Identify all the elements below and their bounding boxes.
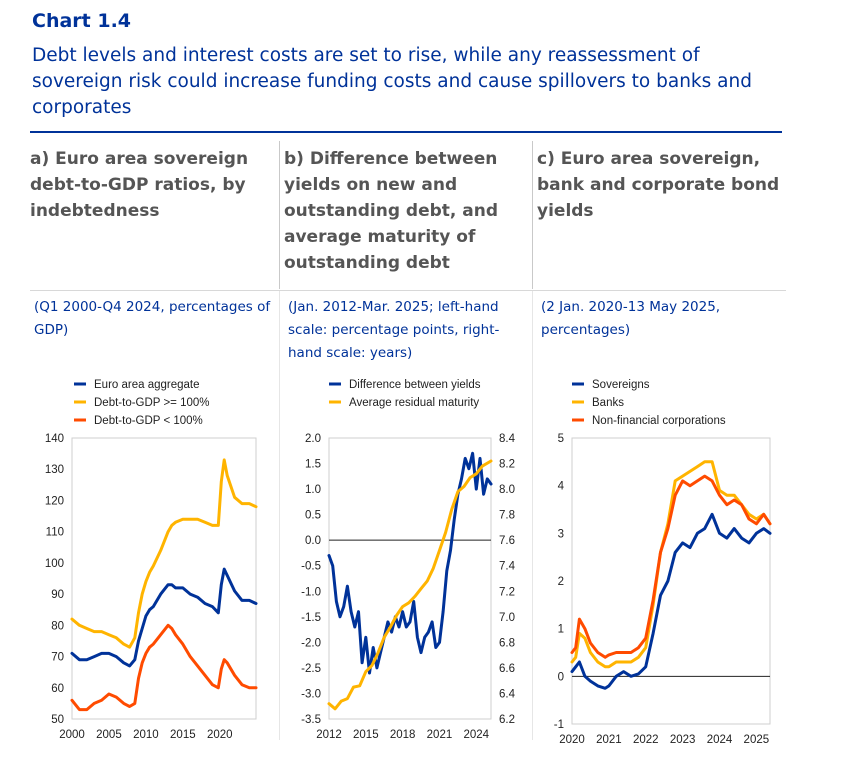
y-tick-label: 1.5	[305, 459, 321, 471]
y-tick-label: -2.0	[301, 637, 321, 649]
plot-frame	[571, 437, 771, 725]
legend-item: Debt-to-GDP >= 100%	[94, 397, 210, 409]
legend-item: Non-financial corporations	[592, 415, 726, 427]
y-tick-label: 80	[51, 620, 64, 632]
y-tick-label: 2.0	[305, 433, 321, 445]
x-tick-label: 2010	[133, 729, 159, 741]
series-line	[70, 623, 258, 712]
y2-tick-label: 6.4	[499, 688, 516, 700]
y-tick-label: 2	[558, 576, 564, 588]
x-tick-label: 2020	[207, 729, 233, 741]
y2-tick-label: 7.0	[499, 612, 515, 624]
y-tick-label: 0.0	[305, 535, 321, 547]
chart-b: -3.5 -3.0 -2.5 -2.0 -1.5 -1.0 -0.5 0.0 0.5 1.0 1.5…	[301, 379, 516, 741]
y-tick-label: 100	[45, 558, 64, 570]
y-tick-label: -3.0	[301, 688, 321, 700]
y-tick-label: 0	[558, 671, 564, 683]
y-tick-label: 90	[51, 589, 64, 601]
x-tick-label: 2018	[390, 729, 416, 741]
chart-headline: Debt levels and interest costs are set t…	[32, 45, 752, 118]
x-tick-label: 2020	[559, 734, 585, 746]
panel-b-title: b) Difference between yields on new and …	[284, 149, 499, 273]
panel-divider	[279, 290, 280, 740]
chart-a: 50 60 70 80 90 100 110 120 130 140 2000 2005 2010 201…	[45, 379, 258, 741]
plot-frame	[71, 437, 257, 720]
x-tick-label: 2021	[596, 734, 622, 746]
y2-tick-label: 7.6	[499, 535, 515, 547]
chart-c: -1 0 1 2 3 4 5 2020 2021 2022 2023 2024 2025 Sovereig…	[554, 379, 772, 746]
series-line	[70, 567, 258, 668]
x-tick-label: 2005	[96, 729, 122, 741]
y2-tick-label: 7.2	[499, 586, 515, 598]
legend-item: Euro area aggregate	[94, 379, 200, 391]
legend-item: Average residual maturity	[349, 397, 479, 409]
y-tick-label: 50	[51, 714, 64, 726]
y2-tick-label: 8.0	[499, 484, 515, 496]
x-tick-label: 2015	[353, 729, 379, 741]
series-line	[327, 459, 493, 711]
x-tick-label: 2021	[427, 729, 453, 741]
y2-tick-label: 7.8	[499, 510, 515, 522]
y-tick-label: -3.5	[301, 714, 321, 726]
legend-item: Banks	[592, 397, 624, 409]
panel-a-note: (Q1 2000-Q4 2024, percentages of GDP)	[34, 299, 271, 338]
legend-item: Difference between yields	[349, 379, 481, 391]
y-tick-label: 70	[51, 652, 64, 664]
series-line	[327, 451, 493, 675]
y2-tick-label: 8.2	[499, 459, 515, 471]
panel-c-note: (2 Jan. 2020-13 May 2025, percentages)	[541, 299, 721, 338]
panel-divider	[279, 141, 280, 289]
x-tick-label: 2022	[633, 734, 659, 746]
series-line	[570, 512, 772, 690]
y-tick-label: 3	[558, 528, 564, 540]
y-tick-label: 130	[45, 464, 64, 476]
y-tick-label: -1	[554, 719, 564, 731]
title-rule	[30, 131, 782, 133]
y-tick-label: 140	[45, 433, 64, 445]
x-tick-label: 2024	[463, 729, 489, 741]
legend-item: Sovereigns	[592, 379, 650, 391]
x-tick-label: 2025	[744, 734, 770, 746]
y-tick-label: -1.0	[301, 586, 321, 598]
y2-tick-label: 6.8	[499, 637, 515, 649]
series-line	[70, 458, 258, 649]
y2-tick-label: 8.4	[499, 433, 516, 445]
y-tick-label: 4	[558, 481, 565, 493]
legend-item: Debt-to-GDP < 100%	[94, 415, 203, 427]
panel-b-note: (Jan. 2012-Mar. 2025; left-hand scale: p…	[288, 299, 500, 361]
y-tick-label: -0.5	[301, 561, 321, 573]
panel-a-title: a) Euro area sovereign debt-to-GDP ratio…	[30, 149, 249, 221]
y-tick-label: -1.5	[301, 612, 321, 624]
x-tick-label: 2024	[707, 734, 733, 746]
panel-divider	[532, 141, 533, 289]
x-tick-label: 2000	[59, 729, 85, 741]
y-tick-label: 0.5	[305, 510, 321, 522]
y2-tick-label: 6.2	[499, 714, 515, 726]
y-tick-label: -2.5	[301, 663, 321, 675]
y2-tick-label: 7.4	[499, 561, 516, 573]
y-tick-label: 110	[46, 527, 64, 539]
plot-frame	[328, 437, 492, 720]
panel-c-title: c) Euro area sovereign, bank and corpora…	[537, 149, 780, 221]
x-tick-label: 2012	[316, 729, 342, 741]
chart-number: Chart 1.4	[32, 10, 132, 32]
panel-divider	[532, 290, 533, 740]
y-tick-label: 5	[558, 433, 564, 445]
y-tick-label: 1	[558, 624, 564, 636]
x-tick-label: 2015	[170, 729, 196, 741]
x-tick-label: 2023	[670, 734, 696, 746]
header-divider	[30, 290, 786, 291]
series-line	[570, 474, 772, 659]
y-tick-label: 120	[45, 495, 64, 507]
y-tick-label: 60	[51, 683, 64, 695]
y2-tick-label: 6.6	[499, 663, 515, 675]
y-tick-label: 1.0	[305, 484, 321, 496]
